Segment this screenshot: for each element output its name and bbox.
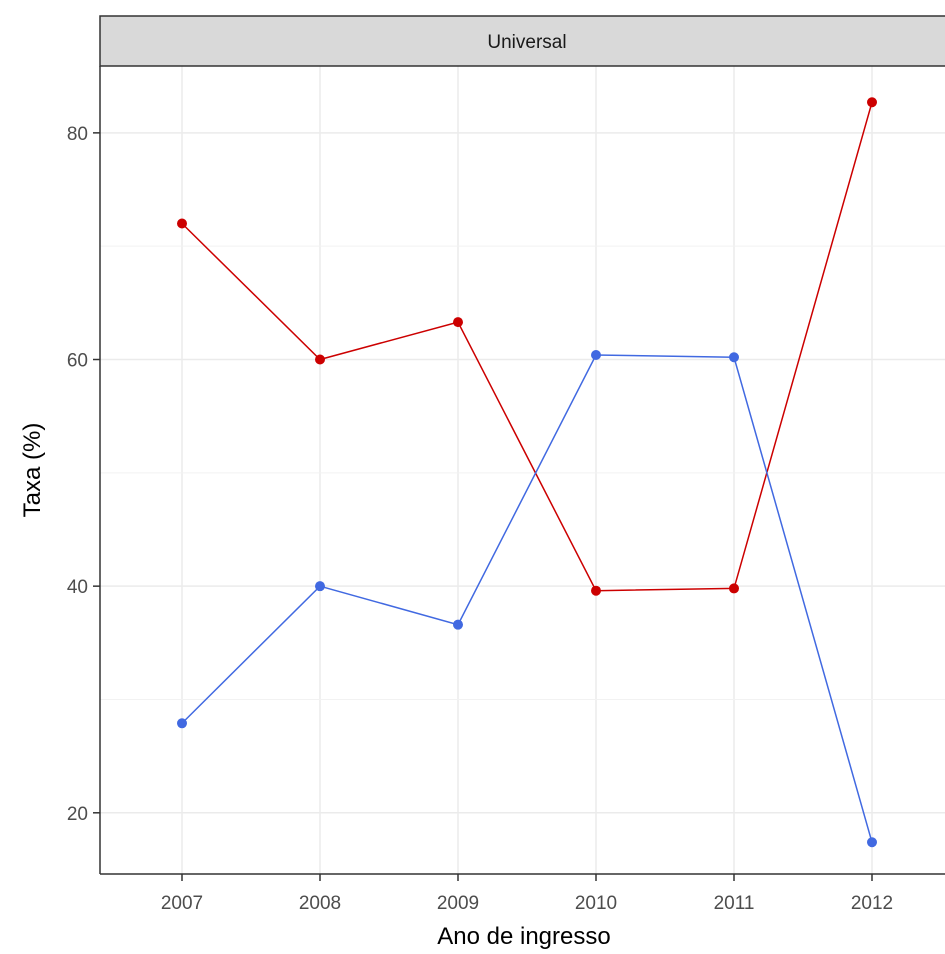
data-point: [591, 349, 601, 360]
data-point: [177, 218, 187, 229]
y-axis-ticks: 20 40 60 80: [67, 124, 100, 825]
x-tick-label: 2007: [161, 893, 203, 914]
data-point: [177, 718, 187, 729]
y-tick-label: 40: [67, 577, 88, 598]
data-point: [315, 581, 325, 592]
data-point: [315, 354, 325, 365]
data-point: [453, 619, 463, 630]
data-point: [867, 837, 877, 848]
x-tick-label: 2008: [299, 893, 341, 914]
data-point: [729, 583, 739, 594]
x-tick-label: 2009: [437, 893, 479, 914]
y-axis-title: Taxa (%): [19, 423, 46, 518]
data-point: [453, 317, 463, 328]
data-series: [177, 97, 877, 848]
x-tick-label: 2011: [714, 893, 755, 914]
data-point: [591, 585, 601, 596]
x-axis-title: Ano de ingresso: [437, 923, 610, 950]
panel-background: [100, 66, 945, 874]
series-line-1: [181, 102, 873, 592]
grid-lines: [100, 66, 945, 874]
x-tick-label: 2010: [575, 893, 617, 914]
x-tick-label: 2012: [851, 893, 893, 914]
facet-strip-label: Universal: [487, 32, 566, 53]
data-point: [867, 97, 877, 108]
y-tick-label: 60: [67, 351, 88, 372]
y-tick-label: 80: [67, 124, 88, 145]
x-axis-ticks: 2007 2008 2009 2010 2011 2012: [161, 874, 893, 914]
data-point: [729, 352, 739, 363]
facet-strip: [99, 15, 945, 67]
y-tick-label: 20: [67, 804, 88, 825]
series-line-2: [181, 354, 873, 843]
